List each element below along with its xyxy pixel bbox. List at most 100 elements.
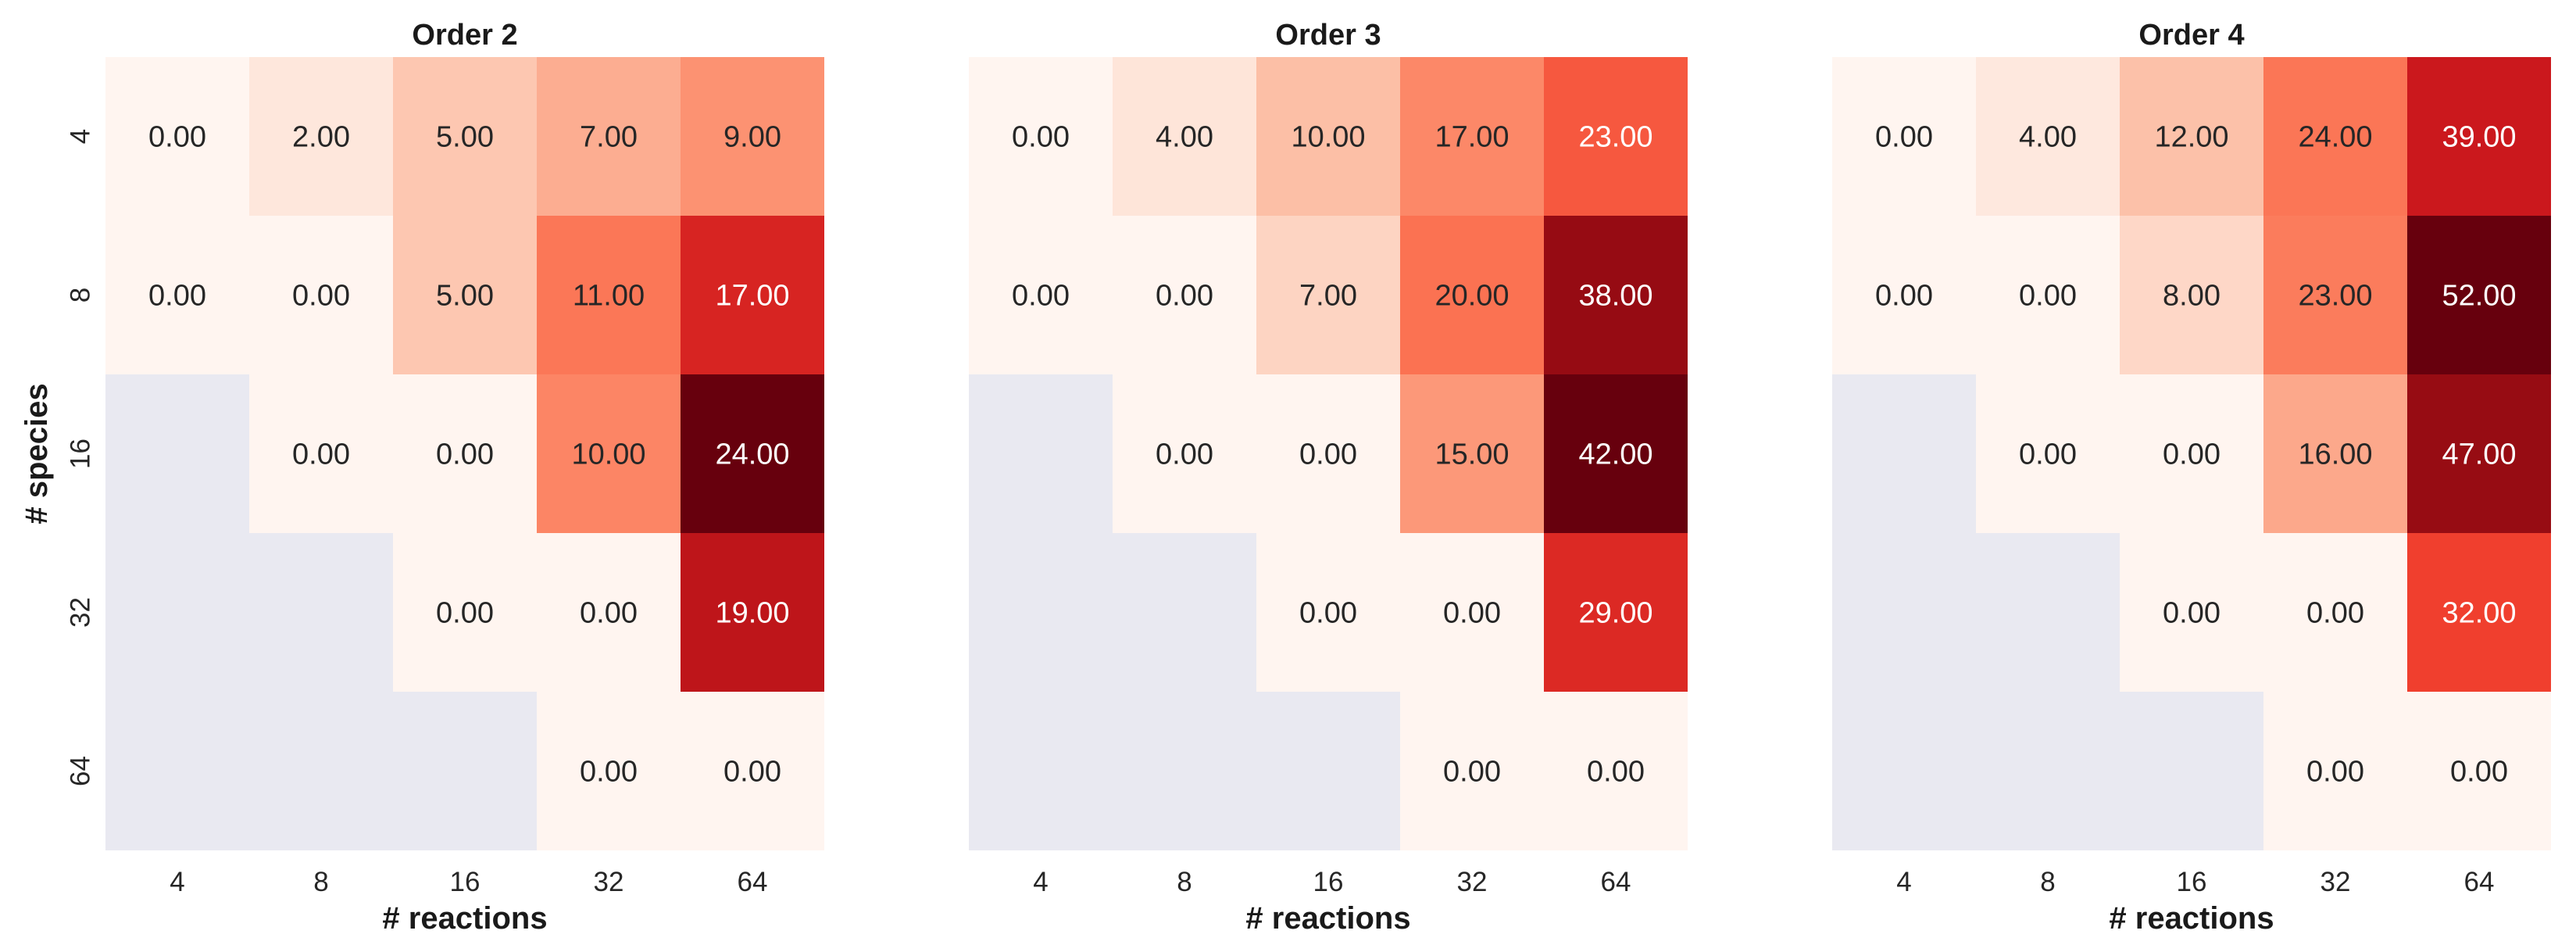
cell-value-label: 15.00: [1434, 438, 1509, 471]
x-tick-label: 64: [2464, 867, 2495, 897]
heatmap-cell: [1976, 57, 2120, 216]
heatmap-cell: [2407, 216, 2551, 374]
x-tick-label: 8: [313, 867, 328, 897]
heatmap-cell: [2120, 216, 2263, 374]
x-tick-label: 16: [2177, 867, 2207, 897]
y-tick-label: 8: [66, 288, 96, 302]
heatmap-cell: [393, 533, 537, 692]
cell-value-label: 17.00: [715, 280, 789, 313]
cell-value-label: 17.00: [1434, 121, 1509, 154]
cell-value-label: 9.00: [723, 121, 781, 154]
heatmap-cell: [1400, 692, 1544, 850]
cell-value-label: 0.00: [1299, 438, 1357, 471]
x-axis-label: # reactions: [1245, 901, 1410, 936]
cell-value-label: 0.00: [1875, 280, 1933, 313]
cell-value-label: 0.00: [580, 597, 638, 630]
heatmap-panel-2: 0.00 4.00 10.00 17.00 23.00 0.00 0.00 7.00 20.00…: [969, 19, 1688, 936]
heatmap-cell: [537, 533, 681, 692]
heatmap-cell: [1832, 57, 1976, 216]
heatmap-cell: [1544, 533, 1688, 692]
cell-value-label: 42.00: [1578, 438, 1652, 471]
heatmap-cell: [249, 216, 393, 374]
heatmap-cell: [537, 57, 681, 216]
y-tick-label: 32: [66, 597, 96, 628]
x-tick-label: 32: [1457, 867, 1488, 897]
cell-value-label: 12.00: [2154, 121, 2228, 154]
heatmap-cell: [2263, 57, 2407, 216]
heatmap-cell: [2263, 374, 2407, 533]
cell-value-label: 0.00: [1299, 597, 1357, 630]
heatmap-cell: [249, 57, 393, 216]
heatmap-cell: [2407, 692, 2551, 850]
heatmap-cell: [1113, 57, 1256, 216]
cell-value-label: 19.00: [715, 597, 789, 630]
cell-value-label: 7.00: [580, 121, 638, 154]
heatmap-cell: [1256, 216, 1400, 374]
panel-title: Order 3: [1275, 19, 1381, 52]
cell-value-label: 11.00: [573, 280, 645, 313]
heatmap-cell: [681, 57, 824, 216]
cell-value-label: 8.00: [2163, 280, 2221, 313]
heatmap-cell: [537, 216, 681, 374]
heatmap-cell: [681, 374, 824, 533]
heatmap-cell: [105, 216, 249, 374]
cell-value-label: 20.00: [1434, 280, 1509, 313]
cell-value-label: 47.00: [2442, 438, 2516, 471]
heatmap-cell: [2263, 533, 2407, 692]
x-tick-label: 4: [1896, 867, 1911, 897]
heatmap-cell: [681, 533, 824, 692]
cell-value-label: 10.00: [571, 438, 645, 471]
x-tick-label: 4: [1033, 867, 1048, 897]
heatmap-cell: [1113, 216, 1256, 374]
cell-value-label: 16.00: [2298, 438, 2372, 471]
cell-value-label: 7.00: [1299, 280, 1357, 313]
heatmap-cell: [393, 216, 537, 374]
cell-value-label: 2.00: [292, 121, 350, 154]
cell-value-label: 10.00: [1291, 121, 1365, 154]
heatmap-cell: [2407, 533, 2551, 692]
x-tick-label: 8: [2040, 867, 2055, 897]
cell-value-label: 0.00: [2019, 280, 2077, 313]
panel-title: Order 4: [2138, 19, 2244, 52]
y-tick-label: 64: [66, 756, 96, 786]
heatmap-cell: [1976, 374, 2120, 533]
cell-value-label: 0.00: [1443, 756, 1501, 789]
heatmap-cell: [1113, 374, 1256, 533]
x-tick-label: 64: [738, 867, 768, 897]
cell-value-label: 4.00: [2019, 121, 2077, 154]
cell-value-label: 24.00: [2298, 121, 2372, 154]
heatmap-cell: [969, 216, 1113, 374]
y-tick-label: 16: [66, 438, 96, 469]
cell-value-label: 0.00: [723, 756, 781, 789]
cell-value-label: 0.00: [1587, 756, 1645, 789]
x-tick-label: 16: [450, 867, 481, 897]
heatmap-cell: [2120, 57, 2263, 216]
heatmap-cell: [1400, 533, 1544, 692]
heatmap-cell: [2407, 374, 2551, 533]
heatmap-cell: [249, 374, 393, 533]
x-tick-label: 32: [2321, 867, 2351, 897]
heatmap-panel-1: 0.00 2.00 5.00 7.00 9.00 0.00 0.00 5.00 11.00 17.…: [20, 19, 824, 936]
cell-value-label: 0.00: [1156, 438, 1213, 471]
cell-value-label: 32.00: [2442, 597, 2516, 630]
heatmap-cell: [1544, 57, 1688, 216]
y-tick-label: 4: [66, 129, 96, 144]
heatmap-panel-3: 0.00 4.00 12.00 24.00 39.00 0.00 0.00 8.00 23.00…: [1832, 19, 2551, 936]
cell-value-label: 0.00: [1875, 121, 1933, 154]
cell-value-label: 23.00: [2298, 280, 2372, 313]
cell-value-label: 52.00: [2442, 280, 2516, 313]
cell-value-label: 4.00: [1156, 121, 1213, 154]
cell-value-label: 0.00: [2019, 438, 2077, 471]
heatmap-cell: [537, 692, 681, 850]
heatmap-cell: [105, 57, 249, 216]
cell-value-label: 0.00: [148, 280, 206, 313]
heatmap-cell: [969, 57, 1113, 216]
heatmap-cell: [393, 374, 537, 533]
heatmap-cell: [1256, 57, 1400, 216]
cell-value-label: 0.00: [436, 597, 494, 630]
x-axis-label: # reactions: [2109, 901, 2274, 936]
heatmap-cell: [1400, 216, 1544, 374]
cell-value-label: 0.00: [2163, 597, 2221, 630]
cell-value-label: 5.00: [436, 280, 494, 313]
